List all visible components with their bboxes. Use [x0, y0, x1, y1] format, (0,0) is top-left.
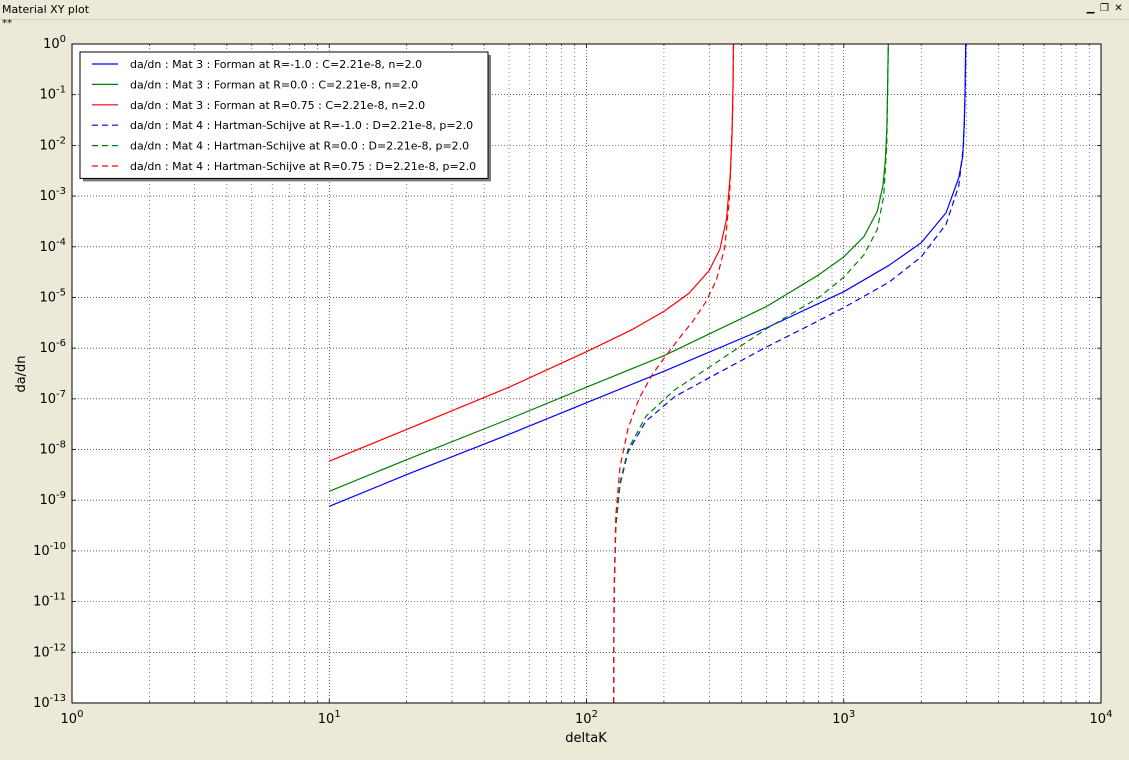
x-tick-label: 100	[61, 709, 84, 727]
y-tick-label: 10-13	[33, 693, 66, 711]
y-tick-label: 10-7	[39, 389, 66, 407]
y-tick-label: 10-10	[33, 541, 66, 559]
series-line-5	[612, 43, 889, 704]
minimize-icon[interactable]: ▁	[1086, 3, 1095, 14]
y-tick-label: 10-8	[39, 440, 66, 458]
legend-label: da/dn : Mat 4 : Hartman-Schijve at R=0.7…	[130, 160, 476, 173]
x-tick-label: 104	[1090, 709, 1113, 727]
legend-label: da/dn : Mat 3 : Forman at R=-1.0 : C=2.2…	[130, 58, 422, 71]
y-tick-label: 10-2	[39, 135, 66, 153]
legend-label: da/dn : Mat 4 : Hartman-Schijve at R=0.0…	[130, 140, 469, 153]
legend-box	[79, 51, 489, 179]
plot-frame	[71, 43, 1102, 704]
series-line-6	[612, 43, 735, 704]
y-tick-label: 10-4	[39, 237, 66, 255]
y-tick-label: 10-6	[39, 338, 66, 356]
axis-ticks: 100 101 102 103 104 10-13 10-12 10-11 10-10 10-9 1…	[33, 34, 1112, 727]
legend-label: da/dn : Mat 3 : Forman at R=0.0 : C=2.21…	[130, 78, 418, 91]
legend-label: da/dn : Mat 3 : Forman at R=0.75 : C=2.2…	[130, 99, 425, 112]
x-axis-label: deltaK	[565, 731, 607, 746]
legend-label: da/dn : Mat 4 : Hartman-Schijve at R=-1.…	[130, 119, 473, 132]
y-tick-label: 10-11	[33, 592, 66, 610]
close-icon[interactable]: ✕	[1114, 3, 1123, 14]
y-tick-label: 10-3	[39, 186, 66, 204]
window-titlebar: Material XY plot ▁ ❐ ✕	[0, 0, 1129, 20]
x-tick-label: 102	[575, 709, 598, 727]
y-tick-label: 10-1	[39, 85, 66, 103]
y-tick-label: 10-9	[39, 490, 66, 508]
restore-icon[interactable]: ❐	[1100, 3, 1109, 14]
y-tick-label: 10-12	[33, 642, 66, 660]
y-tick-label: 100	[43, 34, 66, 52]
y-tick-label: 10-5	[39, 287, 66, 305]
x-tick-label: 101	[318, 709, 341, 727]
series-lines	[329, 43, 967, 704]
y-axis-label: da/dn	[14, 355, 29, 392]
window-title: Material XY plot	[2, 3, 90, 16]
status-marker: **	[2, 18, 12, 29]
x-tick-label: 103	[832, 709, 855, 727]
legend: da/dn : Mat 3 : Forman at R=-1.0 : C=2.2…	[79, 51, 491, 182]
